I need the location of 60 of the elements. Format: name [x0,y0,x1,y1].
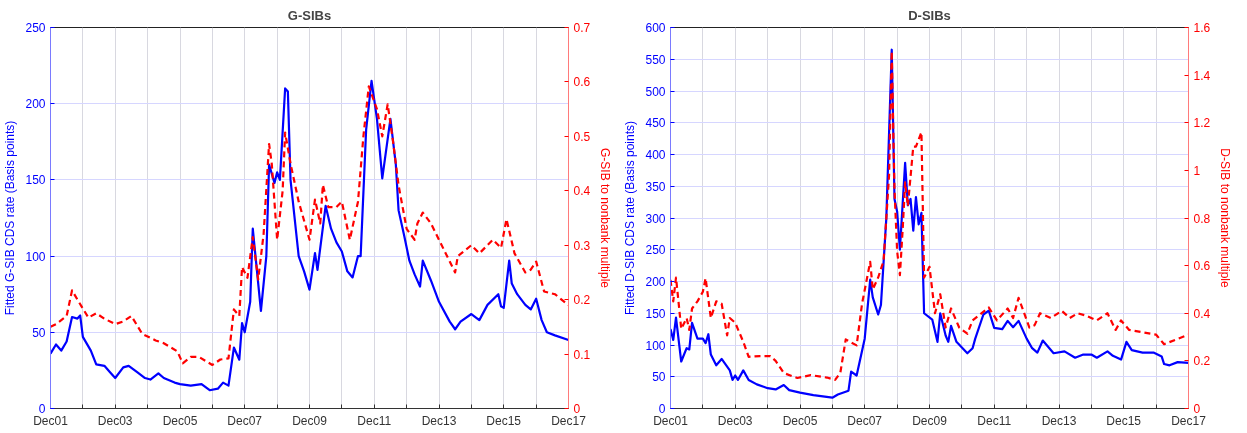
y-tick-label: 550 [645,52,666,67]
y-tick-label: 250 [645,243,666,258]
x-tick-label: Dec05 [782,413,818,428]
y-tick-label: 450 [645,116,666,131]
y2-tick-label: 1.4 [1193,68,1211,83]
y-tick-label: 0 [38,402,46,416]
y-tick-label: 500 [645,84,666,99]
y-tick-label: 400 [645,148,666,162]
y2-tick-label: 1.2 [1193,116,1211,131]
x-tick-label: Dec03 [717,413,753,428]
y2-tick-label: 0.1 [573,347,591,362]
x-tick-label: Dec09 [912,413,948,428]
y2-tick-label: 0.5 [573,129,591,144]
x-tick-label: Dec07 [227,413,263,428]
y2-tick-label: 1.6 [1193,21,1211,35]
y2-axis-title: D-SIB to nonbank multiple [1218,148,1233,289]
y-axis-title: Fitted G-SIB CDS rate (Basis points) [3,120,18,316]
x-tick-label: Dec13 [1041,413,1077,428]
x-tick-label: Dec11 [357,413,392,428]
x-tick-label: Dec17 [1171,413,1207,428]
x-tick-label: Dec03 [97,413,133,428]
y-tick-label: 300 [645,211,666,226]
x-tick-label: Dec11 [977,413,1012,428]
y2-tick-label: 1 [1193,163,1201,178]
y-tick-label: 100 [25,249,46,264]
y2-tick-label: 0 [1193,402,1201,416]
y-tick-label: 100 [645,338,666,353]
y2-tick-label: 0.6 [573,75,591,90]
y2-tick-label: 0.2 [1193,354,1211,369]
y2-tick-label: 0.2 [573,293,591,308]
y-tick-label: 0 [658,402,666,416]
x-tick-label: Dec09 [292,413,328,428]
x-tick-label: Dec05 [162,413,198,428]
x-tick-label: Dec15 [1106,413,1142,428]
chart-title: G-SIBs [287,7,332,23]
y-tick-label: 200 [25,97,46,112]
y2-tick-label: 0.8 [1193,211,1211,226]
x-tick-label: Dec13 [421,413,457,428]
x-tick-label: Dec15 [486,413,522,428]
x-tick-label: Dec01 [33,413,69,428]
y2-tick-label: 0.7 [573,21,591,35]
y-tick-label: 50 [652,370,666,385]
y-tick-label: 150 [645,306,666,321]
y2-axis-title: G-SIB to nonbank multiple [598,147,613,289]
y2-tick-label: 0.6 [1193,259,1211,274]
x-tick-label: Dec01 [653,413,689,428]
x-tick-label: Dec17 [551,413,587,428]
y2-tick-label: 0.4 [1193,306,1211,321]
y2-tick-label: 0 [573,402,581,416]
y2-tick-label: 0.4 [573,184,591,199]
y2-tick-label: 0.3 [573,238,591,253]
x-tick-label: Dec07 [847,413,883,428]
y-axis-title: Fitted D-SIB CDS rate (Basis points) [623,120,638,316]
chart-title: D-SIBs [908,7,951,23]
y-tick-label: 600 [645,21,666,35]
y-tick-label: 350 [645,179,666,194]
y-tick-label: 250 [25,21,46,35]
y-tick-label: 50 [32,325,46,340]
y-tick-label: 150 [25,173,46,188]
y-tick-label: 200 [645,275,666,289]
